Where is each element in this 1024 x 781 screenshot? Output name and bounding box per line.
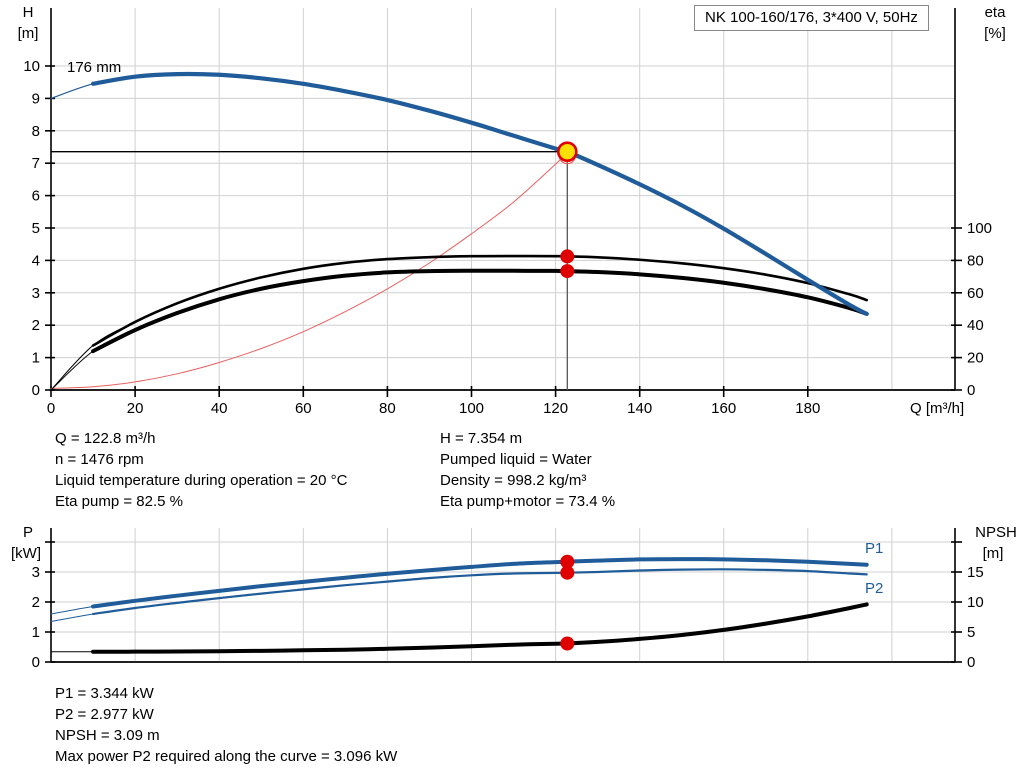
curve-eta-pump-motor-thin bbox=[50, 270, 868, 391]
info-line: Pumped liquid = Water bbox=[440, 451, 592, 468]
tick-label-y-right: 80 bbox=[967, 252, 984, 269]
curve-system bbox=[50, 151, 568, 389]
curve-npsh bbox=[91, 602, 869, 654]
tick-label-y-left: 1 bbox=[32, 624, 40, 641]
curve-p2 bbox=[91, 568, 868, 616]
curve-p1 bbox=[91, 557, 869, 609]
info-line: Q = 122.8 m³/h bbox=[55, 430, 156, 447]
tick-label-y-right: 15 bbox=[967, 564, 984, 581]
tick-label-x: 0 bbox=[47, 400, 55, 417]
duty-point-p2 bbox=[560, 565, 575, 580]
tick-label-y-left: 4 bbox=[32, 252, 40, 269]
tick-label-y-right: 0 bbox=[967, 654, 975, 671]
tick-label-y-left: 2 bbox=[32, 594, 40, 611]
tick-label-y-left: 5 bbox=[32, 220, 40, 237]
curve-eta-pump-thin bbox=[50, 255, 868, 391]
tick-label-x: 160 bbox=[711, 400, 736, 417]
power-npsh-chart: 0 1 2 3 0 5 10 15 P [kW] NPSH [m] P1 P2 bbox=[11, 524, 1017, 671]
axis-title-q: Q [m³/h] bbox=[910, 400, 964, 417]
tick-label-y-left: 0 bbox=[32, 654, 40, 671]
tick-label-x: 80 bbox=[379, 400, 396, 417]
info-line: Density = 998.2 kg/m³ bbox=[440, 472, 587, 489]
axis-title-p: P bbox=[23, 524, 33, 541]
curve-head bbox=[90, 71, 869, 316]
axis-title-eta-unit: [%] bbox=[984, 25, 1006, 42]
duty-point-eta-pump bbox=[560, 249, 575, 264]
tick-label-x: 100 bbox=[459, 400, 484, 417]
info-line: Liquid temperature during operation = 20… bbox=[55, 472, 348, 489]
info-bottom: P1 = 3.344 kW P2 = 2.977 kW NPSH = 3.09 … bbox=[55, 683, 397, 767]
chart-title-label: NK 100-160/176, 3*400 V, 50Hz bbox=[705, 9, 918, 26]
tick-label-y-right: 20 bbox=[967, 350, 984, 367]
tick-label-y-left: 7 bbox=[32, 155, 40, 172]
tick-label-y-right: 5 bbox=[967, 624, 975, 641]
info-line: NPSH = 3.09 m bbox=[55, 727, 160, 744]
tick-label-x: 60 bbox=[295, 400, 312, 417]
info-top-right: H = 7.354 m Pumped liquid = Water Densit… bbox=[440, 428, 615, 512]
curve-eta-pump-motor bbox=[91, 268, 869, 354]
tick-label-x: 20 bbox=[127, 400, 144, 417]
tick-label-y-right: 0 bbox=[967, 382, 975, 399]
axis-title-h: H bbox=[23, 4, 34, 21]
axis-title-eta: eta bbox=[985, 4, 1007, 21]
curve-label-p2: P2 bbox=[865, 580, 883, 597]
info-line: n = 1476 rpm bbox=[55, 451, 144, 468]
tick-label-x: 120 bbox=[543, 400, 568, 417]
tick-label-y-left: 10 bbox=[23, 58, 40, 75]
duty-point-head bbox=[556, 141, 578, 162]
tick-label-x: 40 bbox=[211, 400, 228, 417]
tick-label-x: 180 bbox=[795, 400, 820, 417]
tick-label-y-left: 9 bbox=[32, 90, 40, 107]
curve-head-thin bbox=[50, 73, 868, 315]
curve-eta-pump bbox=[91, 254, 868, 347]
tick-label-y-right: 100 bbox=[967, 220, 992, 237]
tick-label-y-right: 60 bbox=[967, 285, 984, 302]
tick-label-y-left: 3 bbox=[32, 564, 40, 581]
info-line: H = 7.354 m bbox=[440, 430, 523, 447]
info-line: Max power P2 required along the curve = … bbox=[55, 748, 398, 765]
duty-point-p1 bbox=[560, 554, 575, 569]
tick-label-y-left: 0 bbox=[32, 382, 40, 399]
tick-label-x: 140 bbox=[627, 400, 652, 417]
axis-title-npsh-unit: [m] bbox=[983, 545, 1004, 562]
info-line: P1 = 3.344 kW bbox=[55, 685, 154, 702]
axis-title-h-unit: [m] bbox=[18, 25, 39, 42]
tick-label-y-left: 8 bbox=[32, 123, 40, 140]
tick-label-y-left: 3 bbox=[32, 285, 40, 302]
axis-title-npsh: NPSH bbox=[975, 524, 1017, 541]
tick-label-y-left: 1 bbox=[32, 350, 40, 367]
chart-title-box: NK 100-160/176, 3*400 V, 50Hz bbox=[694, 5, 929, 31]
tick-label-y-left: 6 bbox=[32, 188, 40, 205]
duty-point-npsh bbox=[560, 636, 575, 651]
info-line: P2 = 2.977 kW bbox=[55, 706, 154, 723]
tick-label-y-right: 10 bbox=[967, 594, 984, 611]
duty-point-eta-pump-motor bbox=[560, 264, 575, 279]
info-line: Eta pump = 82.5 % bbox=[55, 493, 183, 510]
tick-label-y-right: 40 bbox=[967, 317, 984, 334]
axis-title-p-unit: [kW] bbox=[11, 545, 41, 562]
tick-label-y-left: 2 bbox=[32, 317, 40, 334]
info-top-left: Q = 122.8 m³/h n = 1476 rpm Liquid tempe… bbox=[55, 428, 347, 512]
curve-label-p1: P1 bbox=[865, 540, 883, 557]
impeller-size-label: 176 mm bbox=[67, 59, 121, 76]
info-line: Eta pump+motor = 73.4 % bbox=[440, 493, 616, 510]
